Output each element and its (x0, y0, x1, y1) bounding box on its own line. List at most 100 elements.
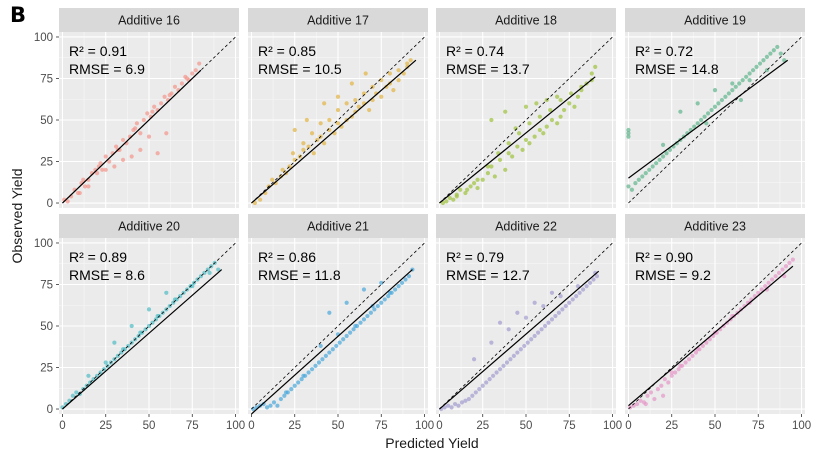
y-tick-label: 25 (40, 363, 53, 375)
data-point (541, 131, 546, 136)
data-point (103, 154, 108, 159)
data-point (558, 97, 563, 103)
data-point (549, 290, 555, 295)
data-point (636, 177, 641, 182)
rmse-label: RMSE = 11.8 (258, 267, 341, 283)
data-point (393, 287, 398, 292)
data-point (406, 274, 412, 279)
data-point (146, 307, 152, 312)
data-point (268, 403, 273, 408)
data-point (673, 370, 678, 375)
data-point (659, 383, 664, 388)
data-point (770, 277, 775, 282)
data-point (304, 117, 309, 123)
data-point (379, 300, 384, 305)
facet-panel: Additive 18 R² = 0.74 RMSE = 13.7 (436, 8, 616, 208)
x-tick-label: 100 (792, 420, 811, 432)
data-point (489, 340, 494, 345)
data-point (638, 398, 643, 403)
data-point (555, 121, 560, 126)
data-point (558, 294, 563, 299)
data-point (763, 284, 768, 289)
data-point (387, 290, 393, 295)
data-point (379, 280, 384, 285)
y-tick-label: 75 (40, 73, 53, 85)
data-point (510, 154, 515, 159)
data-point (556, 310, 561, 315)
data-point (563, 303, 568, 309)
data-point (164, 290, 169, 295)
data-point (730, 81, 735, 86)
data-point (705, 111, 711, 116)
data-point (643, 401, 648, 407)
data-point (686, 357, 692, 362)
data-point (172, 297, 178, 302)
data-point (626, 127, 631, 133)
data-point (309, 367, 315, 372)
data-point (335, 121, 341, 126)
data-point (506, 151, 511, 156)
strip-background (248, 8, 428, 32)
data-point (379, 94, 384, 99)
data-point (581, 287, 586, 292)
data-point (660, 154, 666, 159)
data-point (138, 131, 143, 136)
data-point (491, 373, 496, 378)
data-point (750, 68, 756, 73)
data-point (589, 71, 594, 76)
data-point (700, 343, 705, 349)
data-point (647, 167, 652, 172)
data-point (459, 400, 465, 405)
data-point (155, 151, 160, 156)
data-point (363, 71, 368, 76)
data-point (695, 101, 700, 106)
data-point (280, 167, 285, 172)
data-point (480, 177, 485, 182)
data-point (306, 144, 311, 149)
data-point (318, 343, 323, 349)
data-point (532, 134, 537, 139)
data-point (702, 114, 707, 119)
data-point (134, 121, 139, 126)
data-point (408, 58, 413, 63)
data-point (94, 171, 100, 176)
data-point (485, 171, 491, 176)
r-squared-label: R² = 0.79 (446, 249, 504, 265)
data-point (396, 284, 401, 289)
data-point (282, 393, 287, 398)
data-point (652, 396, 657, 402)
x-axis-title: Predicted Yield (385, 435, 478, 451)
data-point (515, 144, 520, 149)
data-point (726, 91, 731, 96)
data-point (475, 177, 480, 182)
data-point (537, 114, 542, 119)
data-point (401, 71, 406, 76)
y-tick-label: 50 (40, 115, 53, 127)
data-point (593, 64, 598, 69)
data-point (650, 164, 655, 169)
data-point (527, 121, 532, 126)
strip-label: Additive 16 (118, 14, 180, 28)
data-point (133, 126, 138, 131)
data-point (780, 267, 785, 272)
data-point (775, 44, 780, 50)
data-point (81, 177, 86, 182)
data-point (273, 180, 278, 186)
data-point (747, 71, 752, 76)
data-point (635, 401, 640, 407)
data-point (452, 401, 458, 407)
identity-line (439, 242, 613, 410)
data-point (523, 315, 529, 320)
data-point (292, 383, 297, 388)
data-point (570, 297, 575, 302)
data-point (480, 383, 485, 388)
data-point (497, 367, 503, 372)
data-point (311, 151, 316, 156)
data-point (485, 164, 491, 169)
data-point (654, 161, 659, 166)
data-point (451, 197, 456, 202)
data-point (184, 76, 190, 81)
data-point (444, 199, 449, 204)
data-point (695, 121, 700, 126)
